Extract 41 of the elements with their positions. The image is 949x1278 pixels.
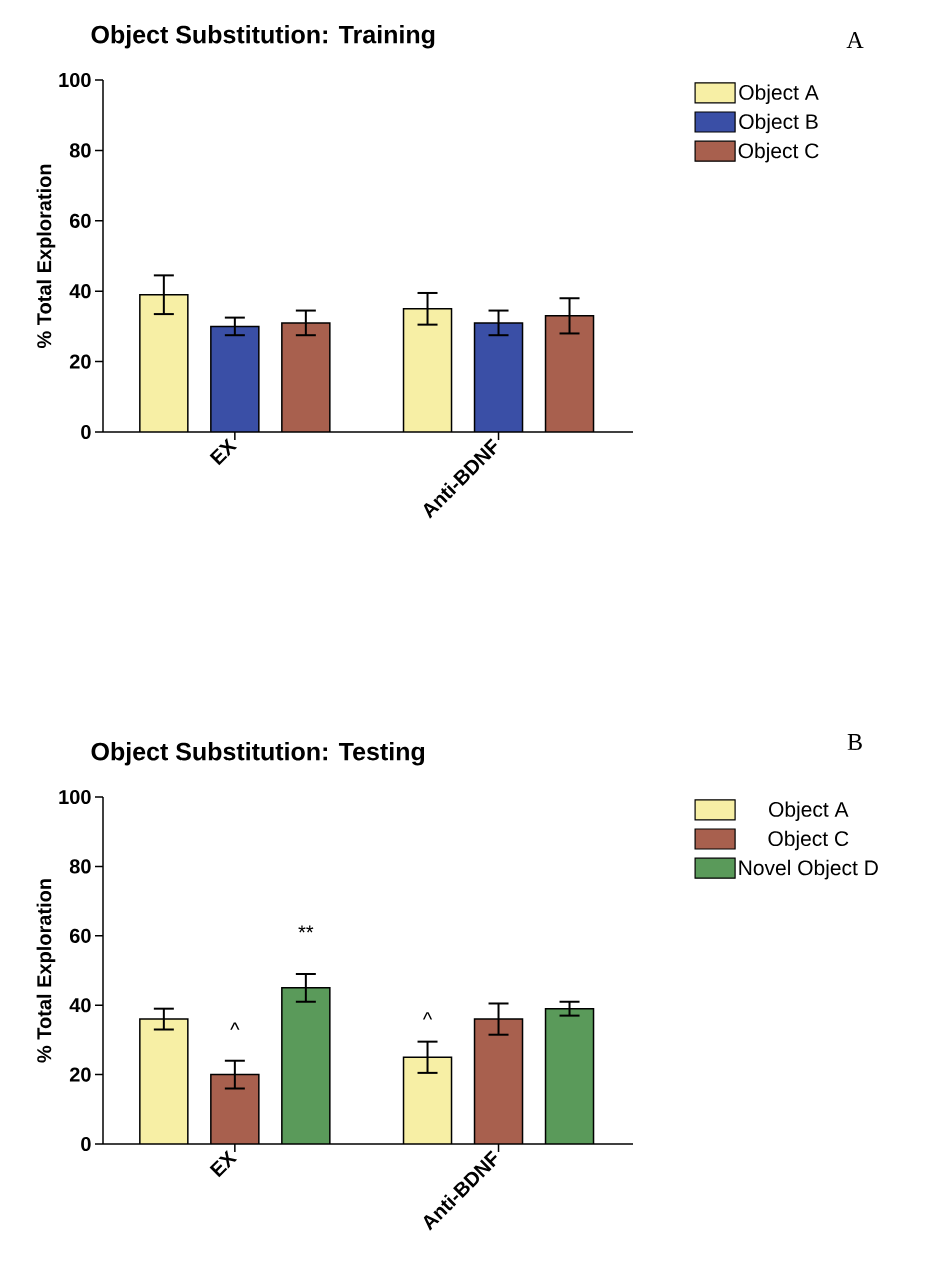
chart-title: Object Substitution: Training bbox=[91, 25, 435, 49]
y-tick-label: 80 bbox=[69, 143, 91, 158]
y-tick-label: 40 bbox=[69, 998, 91, 1013]
bar bbox=[544, 1007, 595, 1145]
chart-title: Object Substitution: Testing bbox=[91, 742, 425, 766]
bar bbox=[281, 322, 330, 433]
legend-label: Object C bbox=[738, 142, 819, 163]
x-tick-label: EX bbox=[209, 1150, 238, 1178]
annotation: ^ bbox=[230, 1022, 240, 1030]
y-tick-label: 100 bbox=[59, 789, 91, 805]
bar bbox=[473, 322, 524, 433]
x-tick-label: EX bbox=[209, 438, 238, 466]
annotation: ^ bbox=[422, 1012, 433, 1020]
bar bbox=[210, 1074, 259, 1145]
y-tick-label: 0 bbox=[81, 1136, 91, 1152]
bar bbox=[402, 1056, 453, 1145]
bar bbox=[281, 987, 330, 1145]
y-tick-label: 0 bbox=[81, 424, 91, 440]
bar bbox=[473, 1018, 524, 1145]
legend-label: Object A bbox=[769, 801, 849, 822]
y-tick-label: 80 bbox=[69, 859, 91, 874]
y-tick-label: 20 bbox=[69, 354, 91, 369]
legend-label: Object C bbox=[768, 830, 849, 851]
bar bbox=[139, 1019, 188, 1145]
y-tick-label: 60 bbox=[69, 213, 91, 228]
y-axis-title: % Total Exploration bbox=[36, 879, 56, 1063]
y-tick-label: 20 bbox=[69, 1067, 91, 1082]
bar bbox=[544, 315, 595, 433]
text: A bbox=[846, 32, 864, 48]
legend-label: Object B bbox=[739, 113, 818, 134]
bar bbox=[210, 326, 259, 433]
legend-label: Novel Object D bbox=[739, 859, 878, 880]
text: B bbox=[847, 734, 862, 750]
legend-label: Object A bbox=[739, 84, 819, 105]
y-axis-title: % Total Exploration bbox=[36, 164, 56, 349]
bar bbox=[402, 308, 453, 433]
y-tick-label: 40 bbox=[69, 284, 91, 299]
y-tick-label: 100 bbox=[59, 72, 91, 88]
bar bbox=[139, 294, 188, 433]
annotation: ** bbox=[298, 925, 314, 933]
y-tick-label: 60 bbox=[69, 928, 91, 943]
